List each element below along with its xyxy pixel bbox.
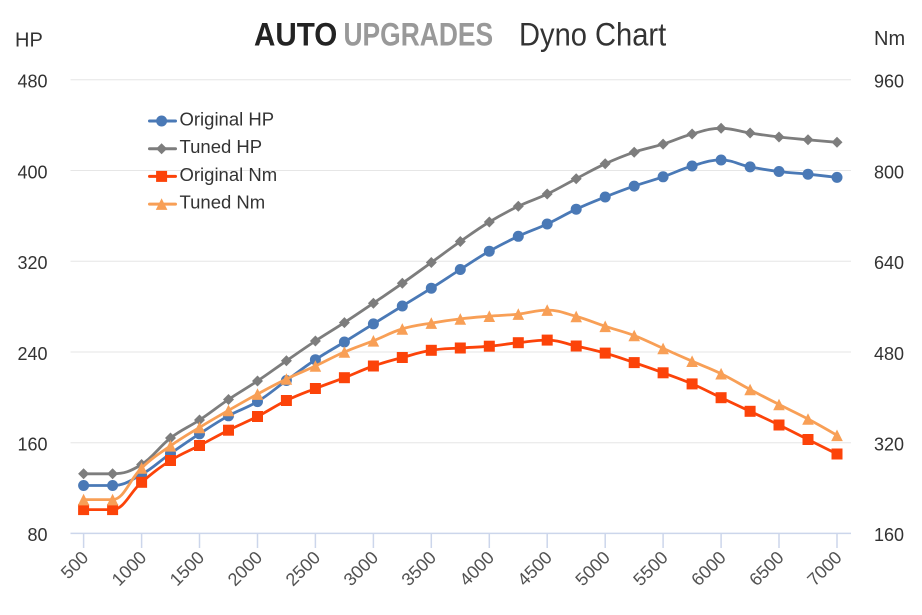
svg-text:Nm: Nm <box>874 28 905 50</box>
svg-text:Dyno Chart: Dyno Chart <box>519 17 667 53</box>
svg-text:640: 640 <box>874 253 904 273</box>
svg-text:80: 80 <box>27 525 47 545</box>
svg-text:400: 400 <box>17 162 47 182</box>
svg-text:480: 480 <box>17 72 47 92</box>
svg-text:Tuned HP: Tuned HP <box>180 136 263 157</box>
svg-text:Tuned Nm: Tuned Nm <box>180 192 266 213</box>
svg-text:160: 160 <box>874 525 904 545</box>
svg-text:HP: HP <box>15 30 43 52</box>
svg-text:UPGRADES: UPGRADES <box>344 17 494 53</box>
svg-text:480: 480 <box>874 344 904 364</box>
svg-text:Original Nm: Original Nm <box>180 164 278 185</box>
svg-text:AUTO: AUTO <box>254 17 337 53</box>
svg-text:800: 800 <box>874 162 904 182</box>
svg-text:320: 320 <box>17 253 47 273</box>
svg-text:Original HP: Original HP <box>180 109 275 130</box>
svg-text:320: 320 <box>874 435 904 455</box>
svg-text:240: 240 <box>17 344 47 364</box>
svg-text:960: 960 <box>874 72 904 92</box>
svg-text:160: 160 <box>17 435 47 455</box>
